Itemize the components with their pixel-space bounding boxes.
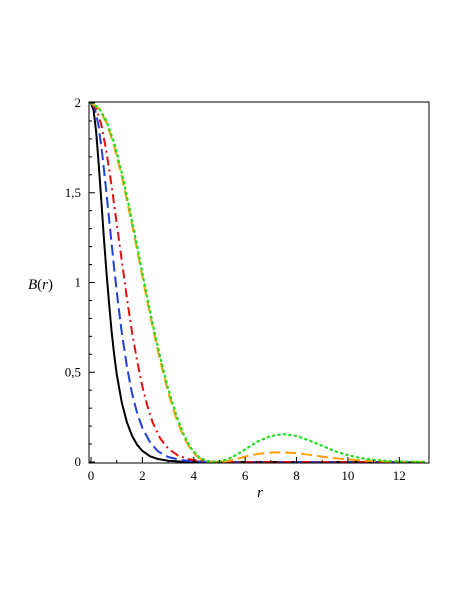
x-tick-label-3: 6 [242,468,249,483]
x-tick-label-6: 12 [393,468,406,483]
plot-frame [88,101,430,464]
x-tick-label-2: 4 [191,468,198,483]
x-tick-label-4: 8 [293,468,300,483]
x-tick-label-5: 10 [341,468,354,483]
x-tick-label-0: 0 [88,468,95,483]
y-tick-label-3: 1,5 [65,185,81,200]
y-axis-label-close: ) [48,277,53,293]
series-line-3 [90,102,426,463]
y-tick-label-1: 0,5 [65,364,81,379]
y-axis-label-arg: r [42,277,48,293]
y-tick-label-2: 1 [75,275,82,290]
series-line-2 [90,102,425,463]
y-axis-label-func: B [28,277,37,293]
y-tick-label-4: 2 [75,95,82,110]
series-line-0 [90,102,425,463]
tick-labels-group: 0 2 4 6 8 10 12 0 0,5 1 1,5 2 [65,95,406,483]
curves-group [89,101,427,463]
x-tick-label-1: 2 [139,468,146,483]
series-line-1 [90,102,425,463]
y-axis-label: B(r) [28,277,53,293]
ticks-group [89,102,400,463]
y-axis-label-open: ( [37,277,42,293]
y-tick-label-0: 0 [75,454,82,469]
x-axis-label: r [257,485,263,501]
series-line-4 [89,101,427,463]
